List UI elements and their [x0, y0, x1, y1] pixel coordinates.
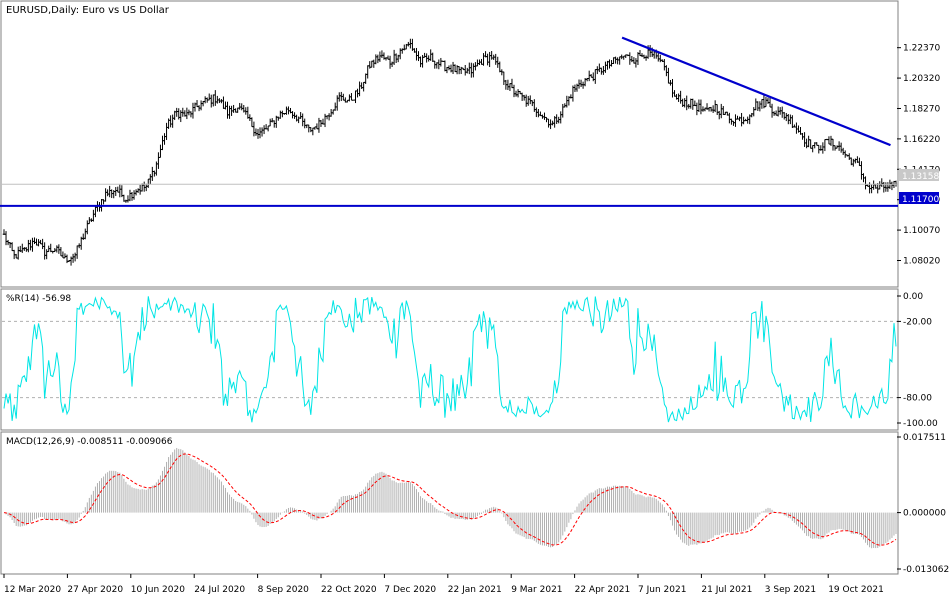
price-tick-label: 1.08020	[903, 256, 940, 266]
time-tick-label: 27 Apr 2020	[67, 585, 123, 595]
current-price-label: 1.13158	[902, 172, 939, 182]
time-axis: 12 Mar 2020 27 Apr 2020 10 Jun 2020 24 Jul …	[3, 574, 884, 595]
macd-tick-label: -0.013062	[903, 565, 949, 575]
price-tick-label: 1.22370	[903, 44, 940, 54]
price-tick-label: 1.10070	[903, 226, 940, 236]
time-tick-label: 21 Jul 2021	[701, 585, 752, 595]
wpr-tick-label: -20.00	[903, 317, 932, 327]
time-tick-label: 9 Mar 2021	[511, 585, 562, 595]
wpr-pane-frame	[0, 288, 899, 431]
time-tick-label: 10 Jun 2020	[131, 585, 185, 595]
price-tick-label: 1.18270	[903, 104, 940, 114]
trend-line	[621, 36, 891, 147]
wpr-title: %R(14) -56.98	[6, 294, 71, 304]
wpr-tick-label: -80.00	[903, 394, 932, 404]
price-tick-label: 1.20320	[903, 74, 940, 84]
current-price-tag	[899, 169, 939, 181]
support-line-tag	[899, 192, 939, 204]
time-tick-label: 8 Sep 2020	[258, 585, 310, 595]
time-tick-label: 22 Oct 2020	[321, 585, 377, 595]
wpr-tick-label: -100.00	[903, 419, 938, 429]
wpr-indicator: 0.00 -20.00 -80.00 -100.00	[2, 292, 938, 429]
price-lines	[0, 36, 898, 207]
price-axis: 1.223701.203201.182701.162201.141701.121…	[897, 44, 940, 266]
time-tick-label: 22 Jan 2021	[448, 585, 502, 595]
time-tick-label: 24 Jul 2020	[194, 585, 245, 595]
wpr-line	[3, 296, 897, 423]
time-tick-label: 3 Sep 2021	[765, 585, 816, 595]
macd-title: MACD(12,26,9) -0.008511 -0.009066	[6, 437, 173, 447]
price-chart-title: EURUSD,Daily: Euro vs US Dollar	[6, 5, 170, 16]
time-tick-label: 19 Oct 2021	[828, 585, 884, 595]
price-bars	[2, 38, 898, 266]
support-line-label: 1.11700	[902, 195, 939, 205]
macd-tick-label: 0.017511	[903, 433, 946, 443]
time-tick-label: 7 Dec 2020	[384, 585, 436, 595]
macd-pane-frame	[0, 431, 899, 575]
macd-signal-line	[3, 453, 897, 546]
macd-indicator: 0.017511 0.000000 -0.013062	[3, 433, 949, 575]
time-tick-label: 12 Mar 2020	[4, 585, 61, 595]
wpr-tick-label: 0.00	[903, 292, 923, 302]
time-tick-label: 7 Jun 2021	[638, 585, 686, 595]
macd-tick-label: 0.000000	[903, 509, 946, 519]
price-pane-frame	[0, 0, 899, 288]
time-tick-label: 22 Apr 2021	[575, 585, 631, 595]
price-tick-label: 1.16220	[903, 135, 940, 145]
